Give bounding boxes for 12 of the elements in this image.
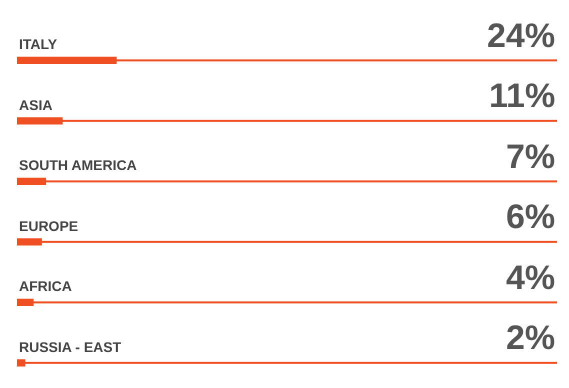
y-tick-label: SOUTH AMERICA bbox=[19, 157, 137, 173]
data-label: 11% bbox=[489, 77, 556, 115]
data-label: 2% bbox=[506, 319, 556, 357]
data-label: 6% bbox=[506, 198, 556, 236]
y-tick-label: AFRICA bbox=[19, 278, 72, 294]
data-label: 7% bbox=[506, 138, 556, 176]
data-label: 4% bbox=[506, 259, 556, 297]
data-label: 24% bbox=[487, 17, 556, 55]
y-tick-label: ITALY bbox=[19, 36, 58, 52]
y-tick-label: RUSSIA - EAST bbox=[19, 339, 122, 355]
y-tick-label: ASIA bbox=[19, 97, 52, 113]
y-tick-label: EUROPE bbox=[19, 218, 78, 234]
